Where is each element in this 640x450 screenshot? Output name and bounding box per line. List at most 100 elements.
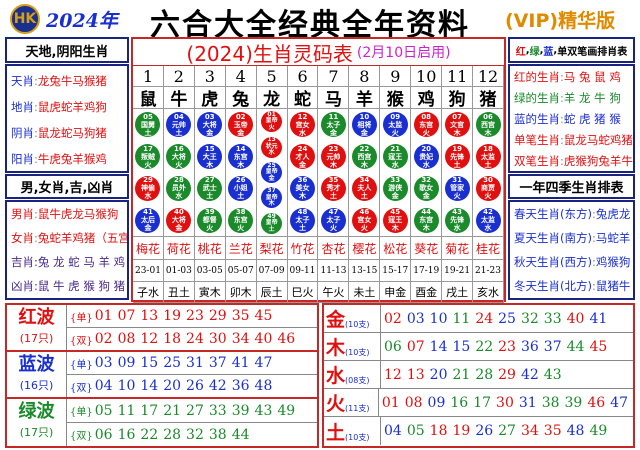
number-ball: 10 相将金 — [351, 112, 377, 138]
number-ball: 06 西宫木 — [475, 112, 501, 138]
ball-number: 38 — [235, 208, 246, 217]
ball-title: 太子 — [326, 216, 341, 225]
number-ball: 35 秀才土 — [320, 175, 346, 201]
number-ball: 22 西宫木 — [351, 144, 377, 170]
wave-block: 红波 (17只) {单} 01 07 13 19 23 29 35 45 {双} 02 08 12 18 24 3… — [7, 305, 317, 352]
number-ball: 05 国舅土 — [135, 112, 161, 138]
wave-number: 24 — [186, 331, 204, 347]
element-number: 47 — [610, 394, 628, 411]
item-value: 鼠龙马蛇鸡猪 — [563, 132, 633, 147]
list-item: 女肖: 兔蛇羊鸡猪（五宫 — [7, 226, 127, 250]
zodiac-name: 虎 — [194, 87, 226, 110]
item-value: 鼠龙蛇马狗猪 — [37, 126, 107, 140]
list-item: 蓝的生肖: 蛇 虎 猪 猴 — [510, 108, 633, 129]
element-number: 05 — [406, 423, 425, 439]
logo: HK — [10, 4, 40, 34]
ball-number: 46 — [359, 208, 370, 217]
wave-number: 02 — [94, 331, 113, 347]
ball-title: 武士 — [202, 184, 217, 193]
earthly-branch: 巳火 — [287, 282, 319, 303]
ball-number: 26 — [235, 176, 246, 185]
ball-title: 皇帝 — [265, 117, 278, 125]
earthly-branch: 卯木 — [225, 282, 257, 303]
item-key: 夏天生肖(南方) — [514, 231, 592, 245]
ball-column: 03 大将金 15 大王木 27 武士土 39 都督火 — [194, 109, 226, 237]
ball-title: 先锋 — [450, 216, 465, 225]
ball-title: 夫人 — [357, 184, 372, 193]
ball-number: 17 — [143, 144, 153, 153]
ball-number: 43 — [452, 208, 462, 217]
wave-odd-row: {单} 01 07 13 19 23 29 35 45 — [67, 305, 317, 328]
ball-title: 东宫 — [233, 152, 248, 161]
ball-number: 02 — [235, 112, 246, 121]
element-row: 木 (10支) 06 07 14 15 22 23 36 37 44 45 — [324, 333, 633, 361]
ball-element: 水 — [175, 192, 183, 201]
wave-number: 08 — [117, 331, 136, 347]
element-number: 32 — [520, 310, 539, 327]
ball-element: 水 — [391, 160, 399, 169]
list-item: 阴肖: 鼠龙蛇马狗猪 — [7, 120, 127, 146]
element-number: 15 — [452, 338, 471, 355]
item-value: 兔虎龙 — [595, 207, 631, 221]
element-number: 14 — [429, 338, 448, 355]
item-key: 吉肖 — [11, 255, 34, 269]
list-item: 凶肖: 鼠 牛 虎 猴 狗 猪 — [7, 274, 127, 298]
element-number: 18 — [429, 423, 448, 439]
ball-column: 08 东宫火 20 贵妃水 32 歌女金 44 东宫木 — [411, 109, 443, 237]
element-label: 金 (10支) — [324, 305, 381, 332]
ball-title: 东宫 — [419, 216, 434, 225]
ball-title: 东宫 — [419, 120, 434, 129]
earthly-branch: 未土 — [349, 282, 381, 303]
number-ball: 25 皇帝金 — [261, 161, 283, 183]
time-range: 03-05 — [194, 260, 226, 282]
ball-number: 16 — [173, 144, 184, 153]
number-ball: 46 宫女火 — [351, 207, 377, 233]
ball-element: 火 — [175, 160, 183, 169]
column-number: 11 — [442, 66, 474, 87]
item-value: 羊 龙 牛 狗 — [563, 90, 621, 105]
element-number: 02 — [384, 310, 402, 327]
list-item: 吉肖: 兔 龙 蛇 马 羊 鸡 — [7, 250, 127, 274]
number-ball: 16 大将火 — [166, 144, 192, 170]
item-key: 双笔生肖 — [514, 153, 560, 168]
ball-column: 12 宫女水 24 才人金 36 美女木 48 太子土 — [287, 109, 319, 237]
wave-number: 25 — [163, 355, 182, 371]
ball-element: 金 — [391, 192, 399, 201]
wave-number: 18 — [163, 331, 182, 347]
item-sep: : — [560, 90, 564, 105]
ball-title: 皇帝 — [265, 219, 278, 226]
table-subtitle: (2月10日启用) — [356, 45, 451, 61]
element-count: (10支) — [345, 320, 370, 329]
element-number: 11 — [452, 310, 471, 327]
element-number: 38 — [541, 394, 560, 411]
earthly-branch: 子水 — [133, 282, 164, 303]
number-ball: 49 皇帝土 — [261, 212, 283, 234]
item-value: 龙兔牛马猴猪 — [37, 74, 107, 88]
list-item: 男肖: 鼠牛虎龙马猴狗 — [7, 202, 127, 226]
ball-number: 24 — [297, 144, 308, 153]
item-sep: : — [591, 231, 596, 245]
ball-number: 35 — [328, 176, 339, 185]
element-name: 金 — [326, 309, 346, 331]
number-ball: 37 皇帝木 — [261, 187, 283, 209]
ball-element: 金 — [206, 128, 214, 137]
element-number: 33 — [543, 310, 562, 327]
element-number: 46 — [587, 394, 606, 411]
wave-label: 蓝波 (16只) — [7, 352, 67, 397]
ball-number: 25 — [267, 161, 276, 169]
ball-number: 22 — [359, 144, 370, 153]
ball-element: 火 — [206, 224, 214, 233]
time-range: 01-03 — [163, 260, 195, 282]
ball-element: 土 — [329, 192, 337, 201]
number-ball: 26 小姐土 — [228, 175, 254, 201]
ball-element: 木 — [206, 160, 214, 169]
item-sep: : — [34, 279, 38, 293]
right-box1-title: 红, 绿, 蓝, 单双笔画排肖表 — [508, 37, 635, 63]
element-row: 水 (08支) 12 13 20 21 28 29 42 43 — [324, 361, 633, 389]
ball-title: 美女 — [295, 184, 310, 193]
ball-number: 18 — [483, 144, 493, 153]
flower-name: 杏花 — [318, 237, 350, 260]
list-item: 阳肖: 牛虎兔羊猴鸡 — [7, 146, 127, 172]
ball-title: 太后 — [140, 216, 155, 225]
wave-number: 28 — [163, 426, 182, 443]
